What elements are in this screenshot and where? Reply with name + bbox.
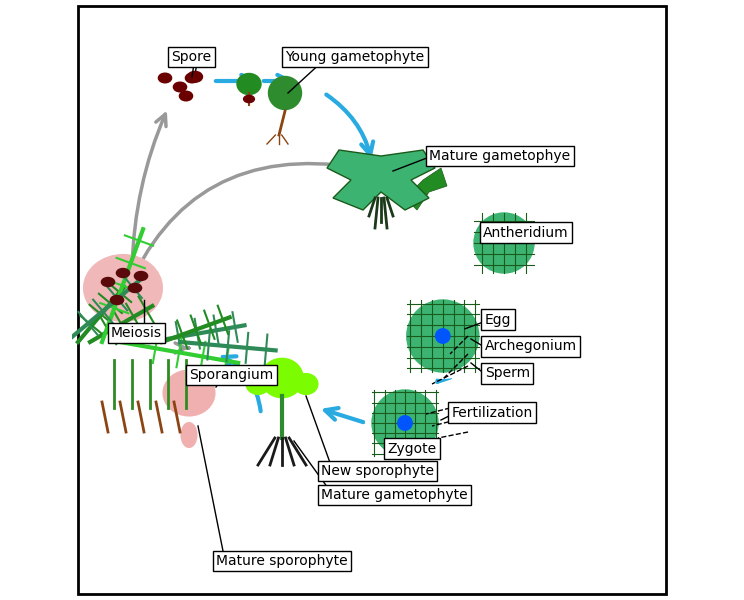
Polygon shape <box>405 168 447 210</box>
Ellipse shape <box>372 390 438 456</box>
Text: Fertilization: Fertilization <box>451 406 533 420</box>
Ellipse shape <box>187 71 202 82</box>
Ellipse shape <box>407 300 479 372</box>
Ellipse shape <box>116 269 129 277</box>
Circle shape <box>366 384 444 462</box>
Ellipse shape <box>269 76 301 109</box>
Text: Archegonium: Archegonium <box>485 339 577 353</box>
Circle shape <box>465 204 543 282</box>
Ellipse shape <box>101 277 115 286</box>
Ellipse shape <box>246 373 270 395</box>
Ellipse shape <box>179 91 193 101</box>
Ellipse shape <box>243 95 254 103</box>
Ellipse shape <box>182 423 196 447</box>
Text: Egg: Egg <box>485 313 511 327</box>
Ellipse shape <box>237 73 261 94</box>
Circle shape <box>435 329 450 343</box>
Ellipse shape <box>110 295 124 304</box>
Ellipse shape <box>294 373 318 395</box>
Ellipse shape <box>135 271 147 280</box>
Ellipse shape <box>164 371 214 415</box>
Ellipse shape <box>173 82 187 92</box>
Ellipse shape <box>261 358 303 397</box>
Circle shape <box>398 416 412 430</box>
Circle shape <box>401 294 485 378</box>
Text: New sporophyte: New sporophyte <box>321 464 434 478</box>
Text: Mature gametophye: Mature gametophye <box>429 149 570 163</box>
Text: Sperm: Sperm <box>485 366 530 380</box>
Ellipse shape <box>84 255 162 321</box>
Ellipse shape <box>129 283 141 292</box>
Text: Young gametophyte: Young gametophyte <box>285 50 424 64</box>
Ellipse shape <box>474 213 534 273</box>
Text: Mature sporophyte: Mature sporophyte <box>216 554 347 568</box>
Text: Spore: Spore <box>171 50 211 64</box>
Polygon shape <box>327 150 435 210</box>
Text: Meiosis: Meiosis <box>111 326 162 340</box>
Ellipse shape <box>185 73 199 83</box>
Ellipse shape <box>158 73 172 83</box>
Text: Mature gametophyte: Mature gametophyte <box>321 488 468 502</box>
Text: Sporangium: Sporangium <box>189 368 273 382</box>
Text: Zygote: Zygote <box>387 442 436 456</box>
Text: Antheridium: Antheridium <box>483 226 568 240</box>
